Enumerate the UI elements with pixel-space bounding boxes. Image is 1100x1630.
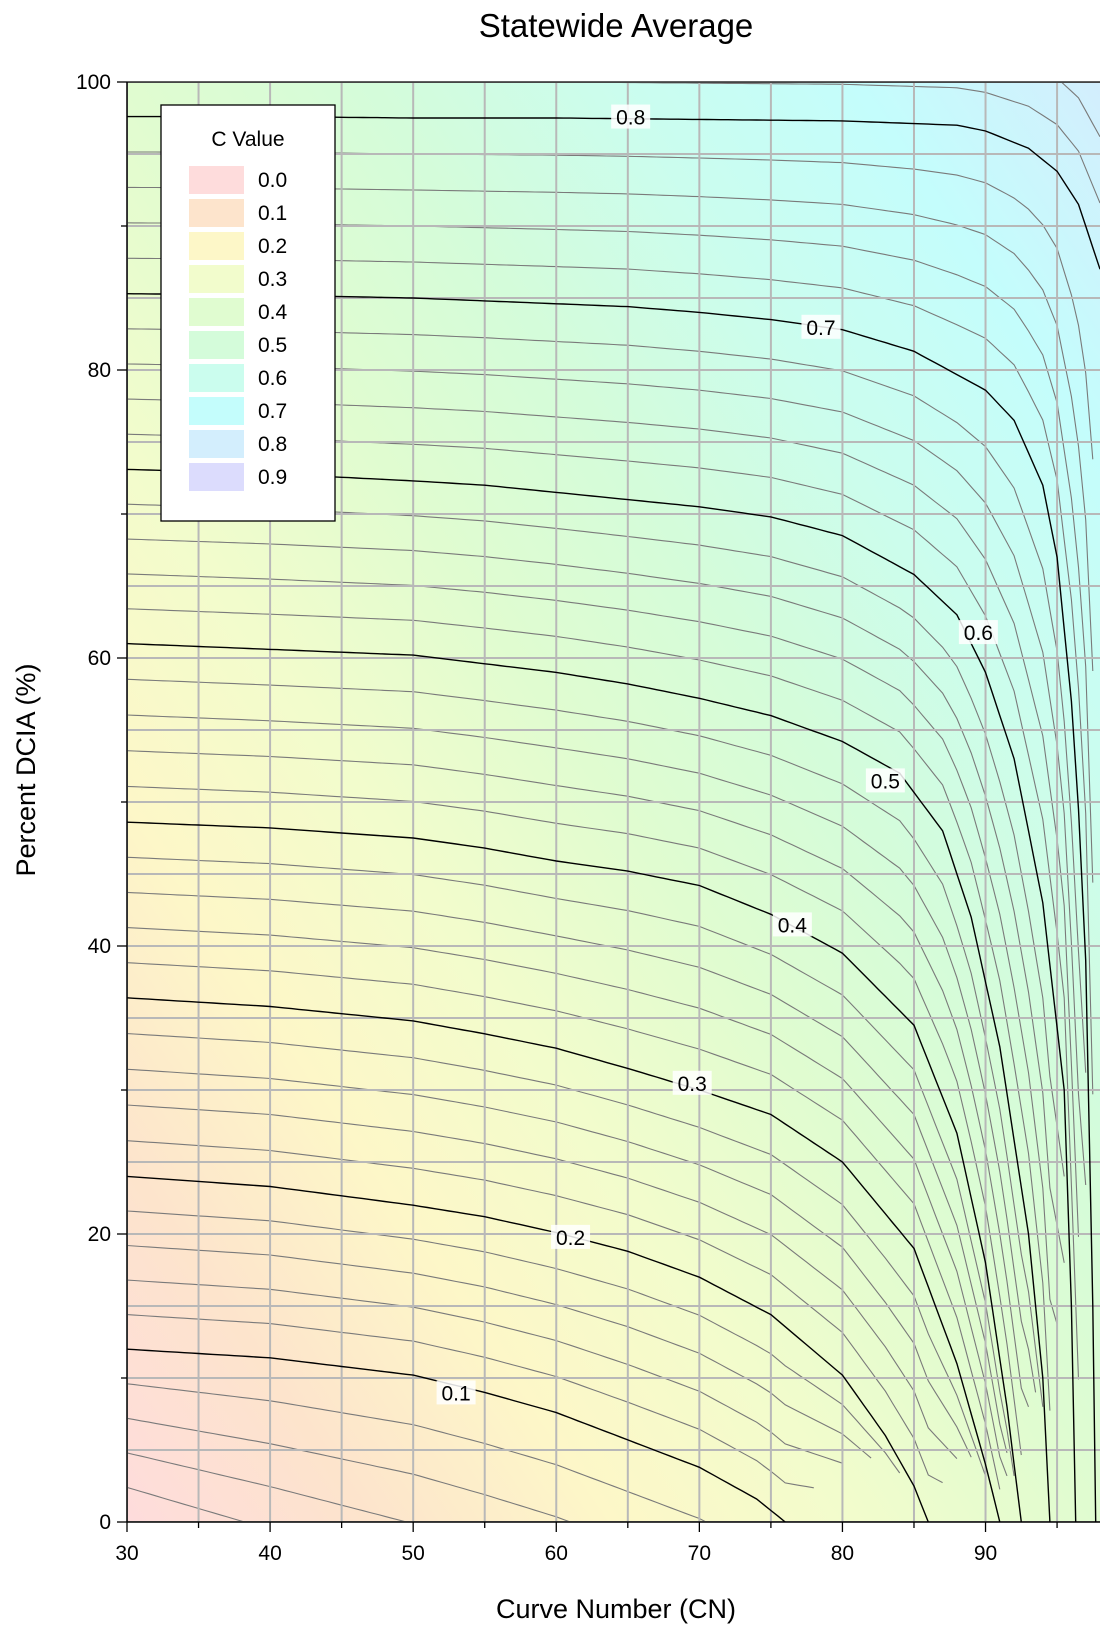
major-contour-line [127,1175,929,1522]
minor-contour-line [127,1140,943,1484]
legend-item-label: 0.4 [258,301,288,324]
contour-labels: 0.1 0.2 0.3 0.4 0.5 0.6 0.7 0.8 [436,104,998,1405]
x-tick-label: 50 [401,1542,424,1565]
x-tick-label: 70 [688,1542,711,1565]
minor-contour-line [127,538,1065,1263]
legend-item-label: 0.0 [258,169,287,192]
x-tick-label: 60 [545,1542,568,1565]
contour-label-background [611,104,651,129]
contour-label: 0.6 [964,622,993,645]
minor-contour-line [127,1068,972,1458]
minor-contour-line [127,573,1058,1325]
legend-title: C Value [211,128,284,151]
legend-item-label: 0.3 [258,268,287,291]
y-tick-label: 100 [76,71,111,94]
contour-label: 0.1 [442,1382,471,1405]
minor-contour-line [127,891,1008,1454]
minor-contour-line [127,1383,708,1522]
minor-contour-line [127,1417,572,1522]
contour-label: 0.8 [616,107,645,130]
major-contour-line [127,821,1022,1522]
legend-items: 0.0 0.1 0.2 0.3 0.4 0.5 0.6 0.7 0.8 0.9 [189,166,288,491]
minor-contour-line [127,1104,958,1459]
contour-label-background [865,768,905,793]
legend-swatch [189,430,244,458]
legend-item-label: 0.9 [258,466,287,489]
minor-contour-line [127,750,1030,1407]
legend-swatch [189,364,244,392]
y-tick-label: 40 [88,935,111,958]
legend-swatch [189,463,244,491]
contour-label-background [551,1224,591,1249]
x-tick-label: 40 [258,1542,281,1565]
minor-contour-line [127,1486,247,1522]
y-axis-ticks: 0 20 40 60 80 100 [76,71,127,1534]
y-axis-label: Percent DCIA (%) [11,663,41,876]
contour-label: 0.3 [678,1073,707,1096]
x-tick-label: 90 [974,1542,997,1565]
x-tick-label: 30 [115,1542,138,1565]
legend-swatch [189,232,244,260]
contour-label-background [801,314,841,339]
legend-swatch [189,397,244,425]
y-tick-label: 20 [88,1223,111,1246]
y-tick-label: 60 [88,647,111,670]
minor-contour-line [127,927,1008,1477]
legend-swatch [189,265,244,293]
minor-contour-line [127,714,1037,1393]
contour-label: 0.7 [806,317,835,340]
legend-item-label: 0.7 [258,400,287,423]
legend-swatch [189,166,244,194]
legend-item-label: 0.1 [258,202,287,225]
legend-item-label: 0.2 [258,235,287,258]
chart-title: Statewide Average [479,7,754,44]
x-axis-ticks: 30 40 50 60 70 80 90 [115,1522,1058,1565]
contour-label: 0.4 [778,914,808,937]
minor-contour-line [127,0,1100,4]
contour-label-background [958,620,998,645]
contour-label: 0.2 [556,1227,585,1250]
contour-label-background [772,912,812,937]
legend-swatch [189,199,244,227]
legend-item-label: 0.5 [258,334,287,357]
y-tick-label: 80 [88,359,111,382]
legend-box [160,104,336,522]
contour-label-background [436,1380,476,1405]
legend-swatch [189,331,244,359]
major-contour-line [127,997,1001,1522]
minor-contour-line [127,1452,409,1522]
minor-contour-line [127,962,1001,1490]
legend-item-label: 0.6 [258,367,287,390]
x-tick-label: 80 [831,1542,854,1565]
contour-label-background [672,1070,712,1095]
legend-item-label: 0.8 [258,433,287,456]
gridlines [127,82,1100,1522]
minor-contour-line [127,856,1015,1476]
y-tick-label: 0 [99,1511,111,1534]
legend-swatch [189,298,244,326]
minor-contour-line [127,678,1044,1407]
legend: C Value 0.0 0.1 0.2 0.3 0.4 0.5 0.6 0.7 0.8 0.9 [160,104,336,522]
x-axis-label: Curve Number (CN) [496,1594,736,1624]
contour-label: 0.5 [871,770,900,793]
minor-contour-line [127,785,1022,1456]
